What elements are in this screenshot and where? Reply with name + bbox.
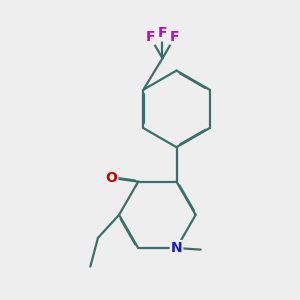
Text: F: F <box>170 30 180 44</box>
Text: F: F <box>145 30 155 44</box>
Text: F: F <box>158 26 167 40</box>
Text: O: O <box>105 171 117 185</box>
Text: N: N <box>171 241 182 255</box>
